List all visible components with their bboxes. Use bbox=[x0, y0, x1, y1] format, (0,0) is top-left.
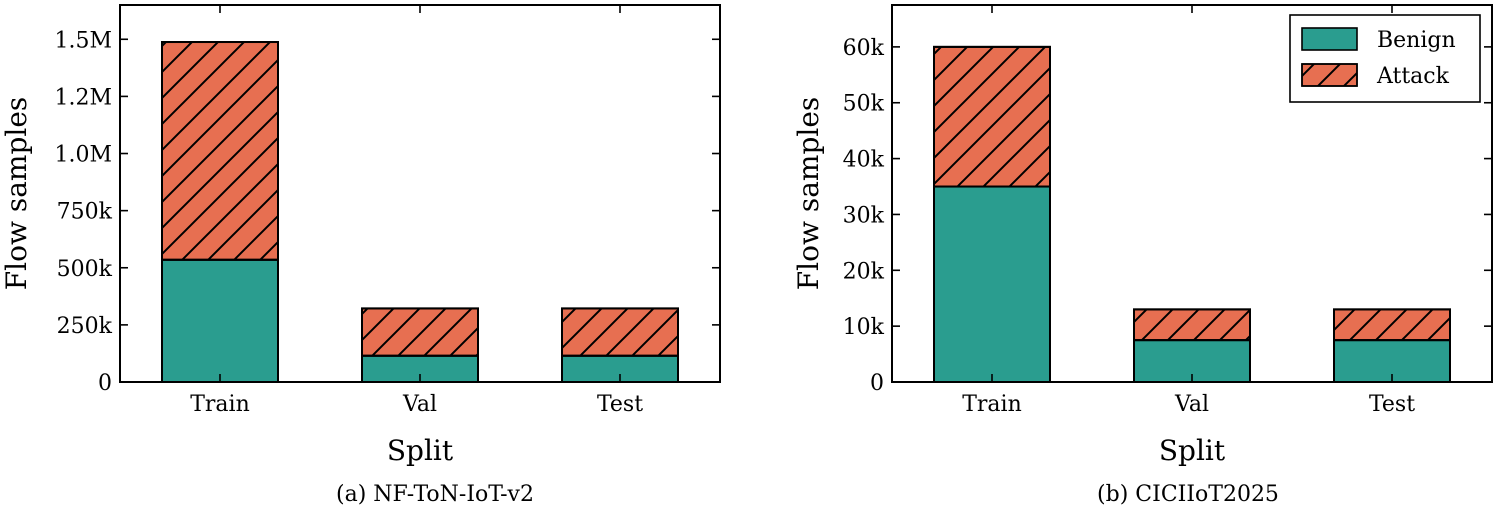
bar-hatch-attack-val bbox=[361, 307, 479, 357]
y-axis-label: Flow samples bbox=[0, 97, 33, 291]
legend-swatch-benign bbox=[1301, 27, 1358, 51]
panel-caption: (a) NF-ToN-IoT-v2 bbox=[336, 482, 534, 507]
chart-panel-b: 0 10k 20k 30k 40k 50k 60k Train Val Test Split Flow… bbox=[792, 4, 1493, 507]
x-tick-label-test: Test bbox=[1369, 392, 1415, 417]
x-tick-label-test: Test bbox=[597, 392, 643, 417]
bar-hatch-attack-train bbox=[161, 41, 279, 261]
y-tick-label: 10k bbox=[843, 315, 885, 340]
x-tick-label-val: Val bbox=[1174, 392, 1209, 417]
legend-swatch-hatch bbox=[1301, 63, 1358, 87]
bar-hatch-attack-test bbox=[1333, 308, 1451, 342]
y-tick-label: 0 bbox=[870, 371, 884, 396]
legend-label-benign: Benign bbox=[1377, 28, 1456, 53]
bar-hatch-attack-val bbox=[1133, 308, 1251, 342]
x-tick-label-val: Val bbox=[402, 392, 437, 417]
y-tick-label: 250k bbox=[57, 314, 113, 339]
legend: Benign Attack bbox=[1289, 14, 1481, 103]
y-tick-label: 30k bbox=[843, 203, 885, 228]
x-tick-label-train: Train bbox=[190, 392, 250, 417]
legend-label-attack: Attack bbox=[1376, 64, 1450, 89]
bar-hatch-attack-test bbox=[561, 307, 679, 357]
x-axis-label: Split bbox=[387, 434, 454, 467]
y-tick-label: 1.2M bbox=[54, 85, 112, 110]
y-tick-label: 500k bbox=[57, 257, 113, 282]
chart-panel-a: 0 250k 500k 750k 1.0M 1.2M 1.5M Train Val Test Spl… bbox=[0, 4, 721, 507]
y-tick-label: 1.5M bbox=[54, 28, 112, 53]
y-tick-label: 60k bbox=[843, 36, 885, 61]
y-tick-label: 1.0M bbox=[54, 143, 112, 168]
y-tick-label: 40k bbox=[843, 148, 885, 173]
y-tick-label: 20k bbox=[843, 259, 885, 284]
y-tick-label: 750k bbox=[57, 200, 113, 225]
y-tick-label: 0 bbox=[98, 371, 112, 396]
bar-benign-train bbox=[161, 258, 279, 384]
bar-benign-train bbox=[933, 185, 1051, 383]
bar-hatch-attack-train bbox=[933, 45, 1051, 188]
y-axis-label: Flow samples bbox=[792, 97, 825, 291]
panel-caption: (b) CICIIoT2025 bbox=[1097, 482, 1279, 507]
x-tick-label-train: Train bbox=[962, 392, 1022, 417]
x-axis-label: Split bbox=[1159, 434, 1226, 467]
y-tick-label: 50k bbox=[843, 92, 885, 117]
